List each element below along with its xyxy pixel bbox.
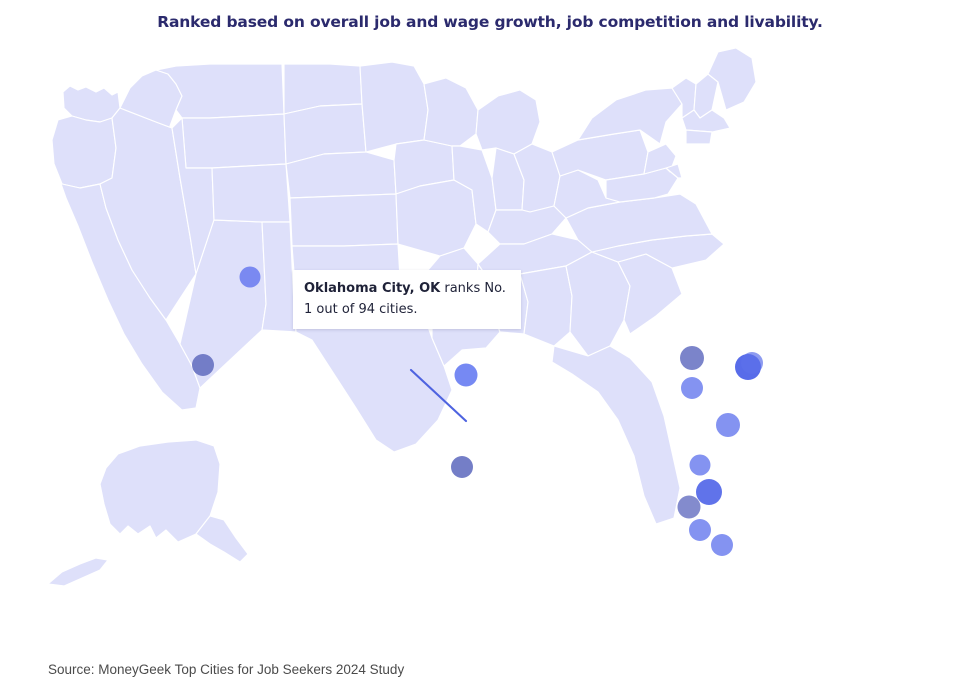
state-oregon <box>51 115 117 189</box>
source-note: Source: MoneyGeek Top Cities for Job See… <box>48 662 405 677</box>
state-alabama <box>519 265 573 347</box>
callout-leader-line <box>409 368 468 423</box>
city-dot-oklahoma-city-ok[interactable] <box>454 363 478 387</box>
city-dot-bakersfield-ca[interactable] <box>192 354 214 376</box>
city-dot-tampa-fl[interactable] <box>677 495 701 519</box>
state-colorado <box>211 163 291 223</box>
city-dot-austin-tx[interactable] <box>451 456 473 478</box>
state-new-mexico <box>261 221 297 333</box>
city-dot-jacksonville-fl[interactable] <box>689 454 711 476</box>
callout-tooltip: Oklahoma City, OK ranks No. 1 out of 94 … <box>293 270 521 329</box>
city-dot-miami-fl[interactable] <box>711 534 733 556</box>
us-map-svg <box>47 48 763 587</box>
us-map-container <box>0 48 980 638</box>
callout-rank-text: ranks No. 1 out of 94 cities. <box>304 281 506 317</box>
state-connecticut <box>685 129 713 145</box>
page-title: Ranked based on overall job and wage gro… <box>157 13 823 31</box>
callout-city-name: Oklahoma City, OK <box>304 281 441 296</box>
state-alaska-aleutians <box>47 557 109 587</box>
city-dot-durham-nc[interactable] <box>741 352 763 374</box>
state-missouri <box>395 179 477 257</box>
city-dot-salt-lake-city-ut[interactable] <box>239 266 261 288</box>
state-alaska-panhandle <box>195 515 249 563</box>
state-wyoming <box>181 113 287 169</box>
state-alaska-inset <box>99 439 221 543</box>
state-pennsylvania <box>551 129 649 181</box>
state-kansas <box>289 193 399 247</box>
state-florida <box>551 345 681 525</box>
state-minnesota <box>359 61 429 153</box>
city-dots-layer <box>192 266 763 556</box>
city-dot-sarasota-fl[interactable] <box>689 519 711 541</box>
city-dot-charleston-sc[interactable] <box>716 413 740 437</box>
state-maine <box>707 48 757 111</box>
state-delaware <box>665 163 683 179</box>
city-dot-charlotte-nc[interactable] <box>681 377 703 399</box>
state-wisconsin <box>423 77 479 147</box>
city-dot-orlando-fl[interactable] <box>696 479 722 505</box>
city-dot-greensboro-nc[interactable] <box>680 346 704 370</box>
